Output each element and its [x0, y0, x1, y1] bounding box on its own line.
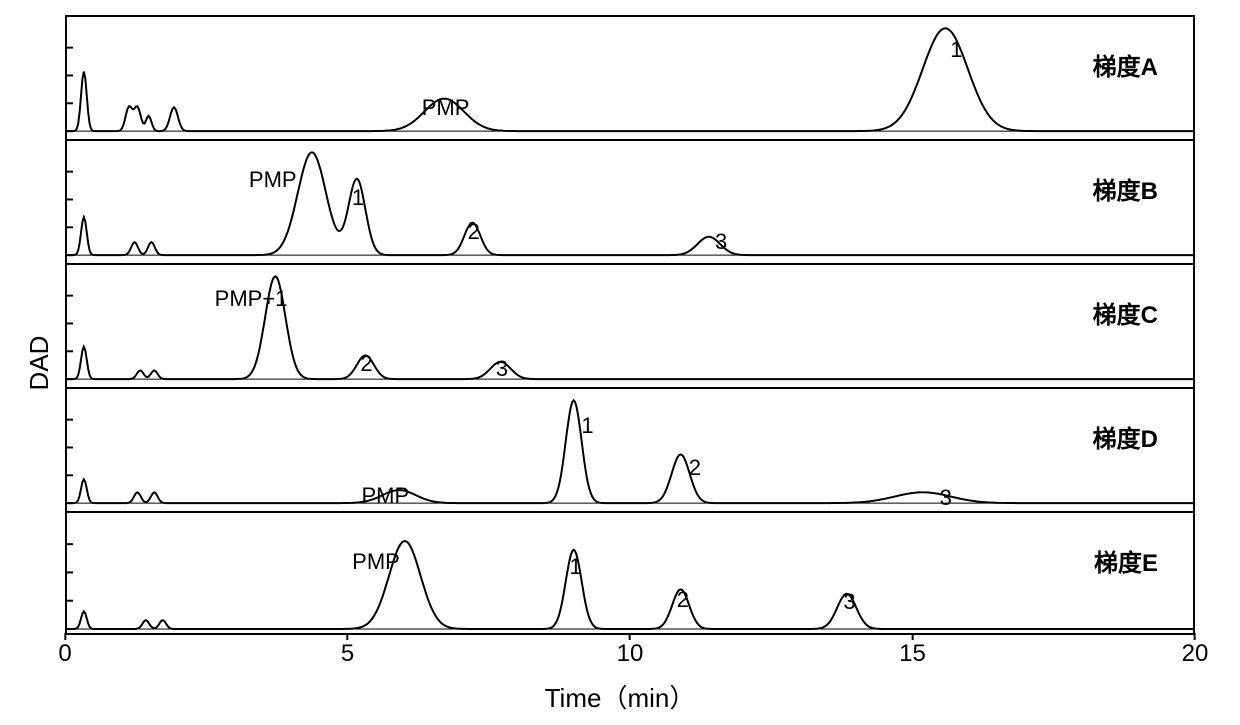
panel-a: PMP 1 梯度A — [67, 17, 1193, 141]
peak-label: 3 — [496, 356, 508, 382]
peak-label: 3 — [940, 485, 952, 511]
peak-label: 1 — [581, 413, 593, 439]
peak-label: 2 — [689, 455, 701, 481]
panel-title: 梯度C — [1093, 295, 1158, 330]
peak-label: 3 — [843, 589, 855, 615]
x-axis-label: Time（min） — [545, 678, 696, 715]
x-tick: 5 — [341, 640, 354, 668]
peak-label: PMP — [422, 95, 470, 121]
peak-label: PMP — [249, 167, 297, 193]
peak-label: PMP — [362, 483, 410, 509]
x-tick: 15 — [899, 640, 926, 668]
panel-c: PMP+1 2 3 梯度C — [67, 265, 1193, 389]
x-tick: 0 — [58, 640, 71, 668]
y-axis-label: DAD — [24, 335, 55, 390]
peak-label: 2 — [360, 351, 372, 377]
panel-title: 梯度A — [1093, 47, 1158, 82]
panel-d: PMP 1 2 3 梯度D — [67, 389, 1193, 513]
x-tick: 20 — [1182, 640, 1209, 668]
peak-label: 2 — [677, 587, 689, 613]
chromatogram-figure: DAD PMP1梯度APMP123梯度BPMP+123梯度CPMP123梯度DP… — [0, 0, 1240, 725]
peak-label: PMP — [352, 549, 400, 575]
panel-b: PMP 1 2 3 梯度B — [67, 141, 1193, 265]
panel-title: 梯度B — [1093, 171, 1158, 206]
panel-e: PMP 1 2 3 梯度E — [67, 513, 1193, 637]
peak-label: 2 — [468, 219, 480, 245]
peak-label: PMP+1 — [215, 286, 288, 312]
peak-label: 1 — [569, 554, 581, 580]
panel-title: 梯度D — [1093, 419, 1158, 454]
panel-title: 梯度E — [1094, 543, 1158, 578]
peak-label: 1 — [950, 37, 962, 63]
peak-label: 1 — [352, 185, 364, 211]
peak-label: 3 — [715, 229, 727, 255]
x-tick: 10 — [617, 640, 644, 668]
plot-area: PMP 1 梯度A PMP 1 2 3 梯度B PMP+1 2 3 梯度C PMP 1 2 3 梯度D PMP 1 2… — [65, 15, 1195, 635]
